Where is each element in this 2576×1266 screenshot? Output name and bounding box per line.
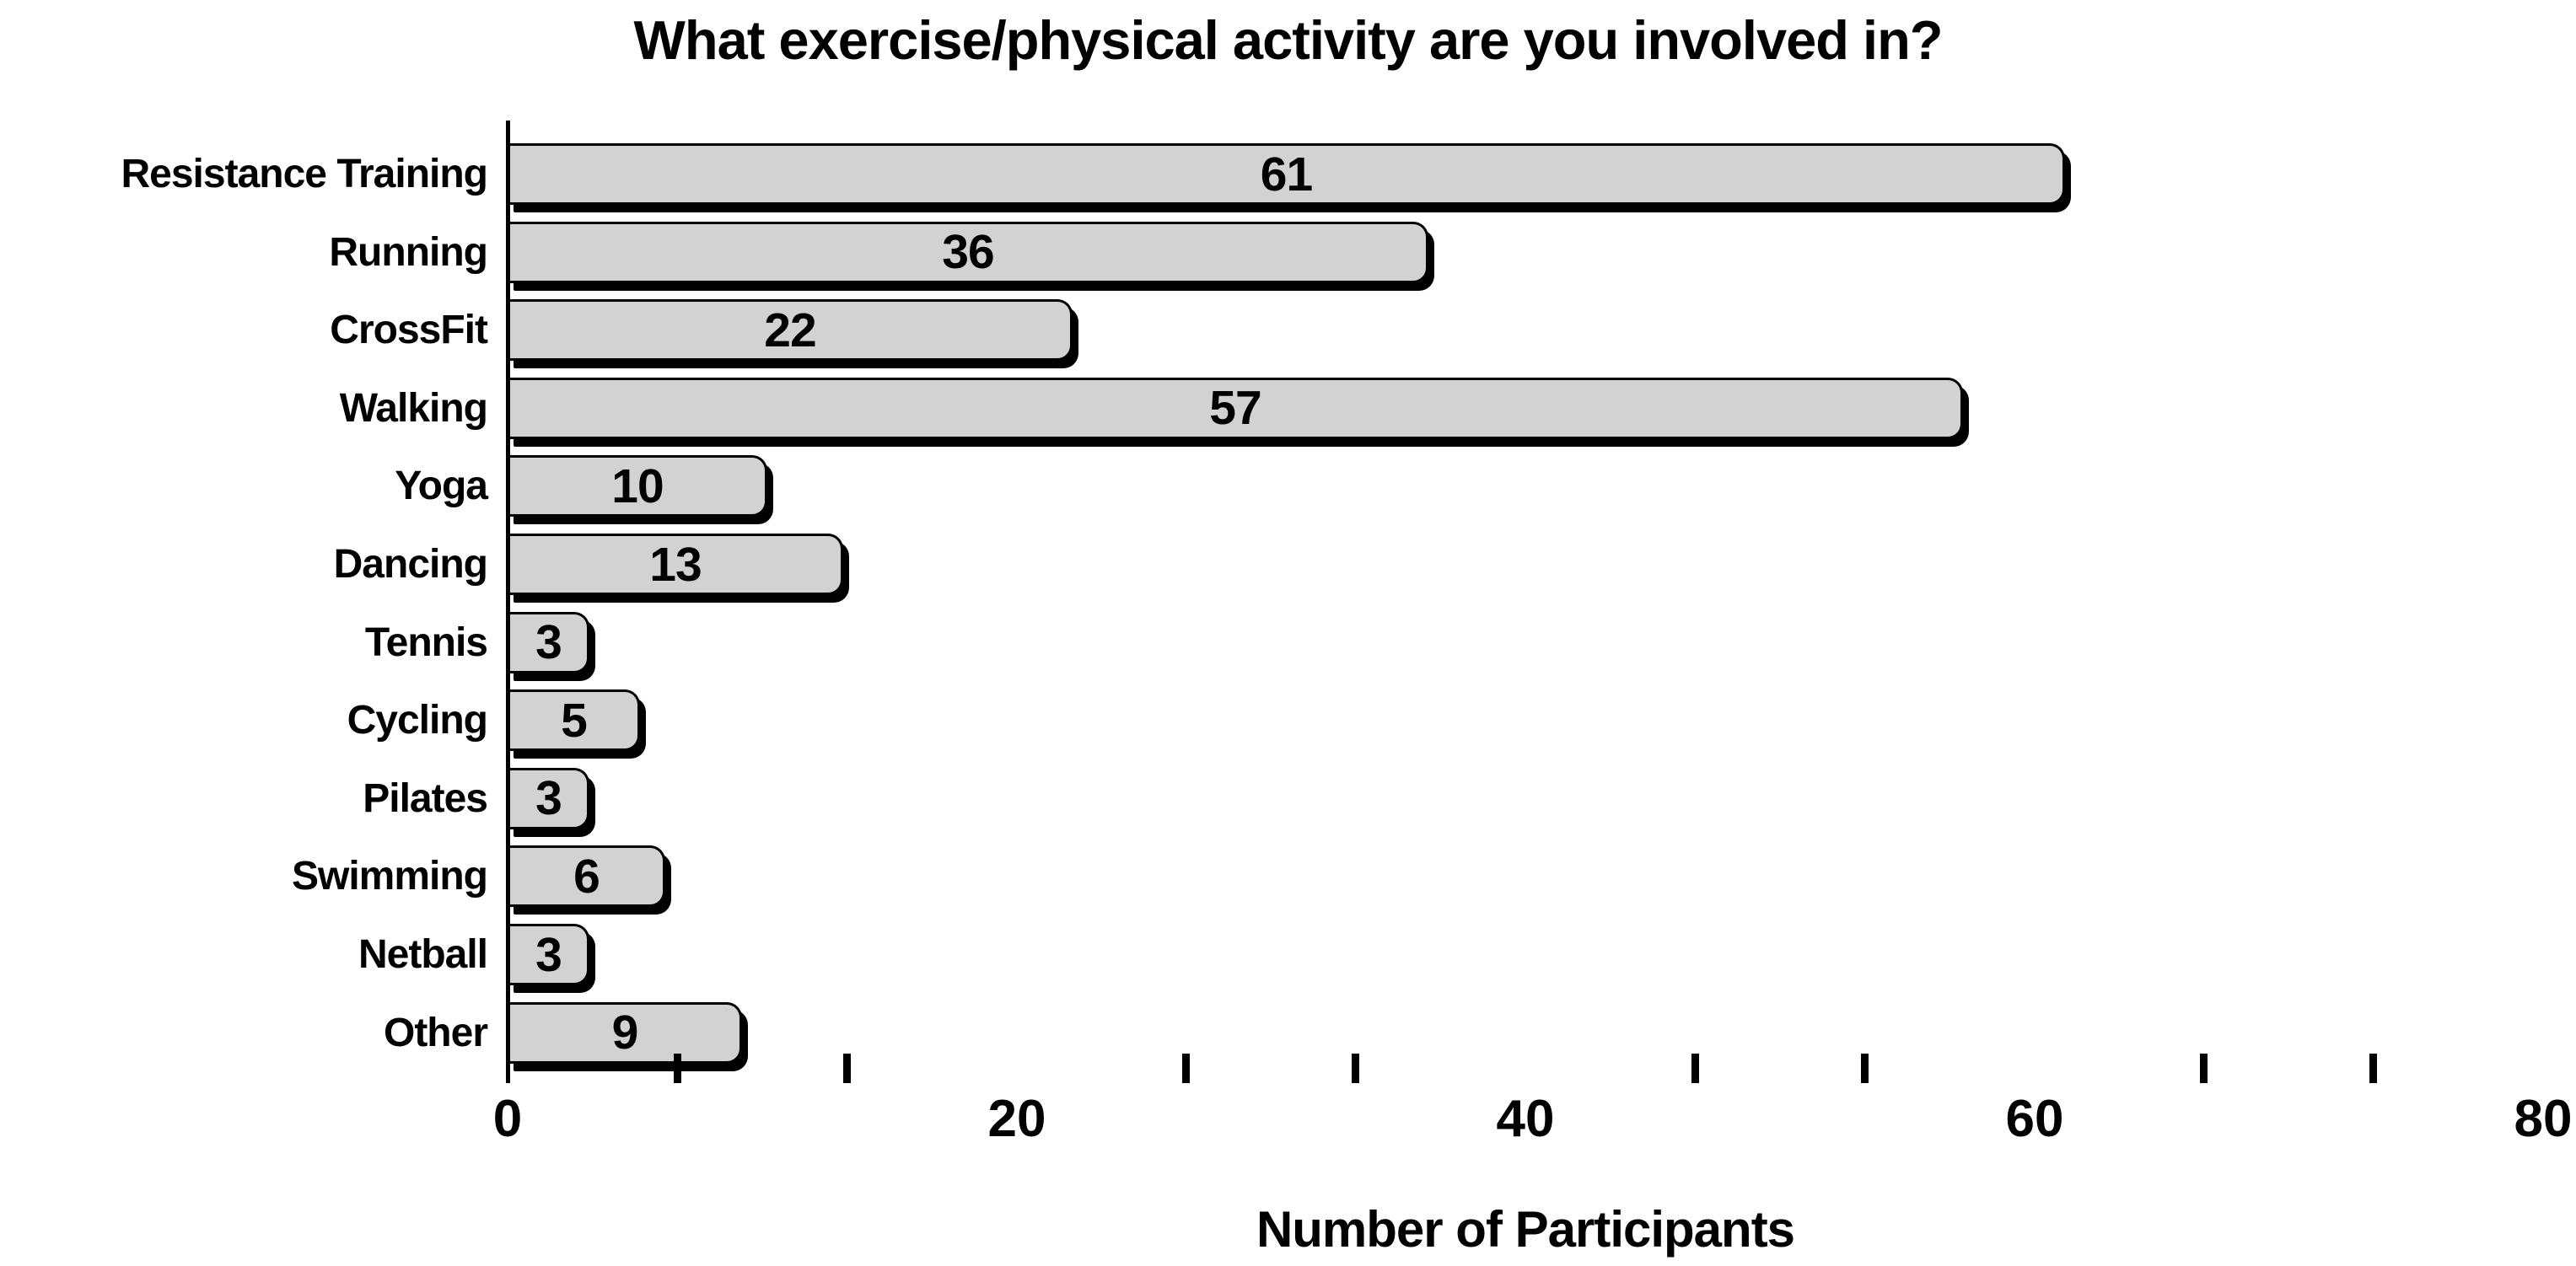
x-axis-minor-tick xyxy=(1691,1054,1699,1083)
x-axis-minor-tick xyxy=(1352,1054,1359,1083)
category-label: Netball xyxy=(358,932,488,977)
bar-value-label: 61 xyxy=(1260,147,1313,201)
x-axis-minor-tick xyxy=(843,1054,851,1083)
bar: 3 xyxy=(508,924,589,985)
category-label: Yoga xyxy=(395,464,488,509)
category-label: Dancing xyxy=(333,542,488,587)
y-axis-line xyxy=(506,121,510,1083)
bar-value-label: 3 xyxy=(535,771,562,826)
bar: 3 xyxy=(508,767,589,829)
x-axis-tick-label: 60 xyxy=(2005,1090,2064,1148)
x-axis-minor-tick xyxy=(674,1054,681,1083)
category-label: Running xyxy=(329,229,488,275)
category-label: Swimming xyxy=(291,854,488,899)
bar-value-label: 36 xyxy=(942,225,994,280)
bar: 10 xyxy=(508,455,767,518)
bar-value-label: 3 xyxy=(535,927,562,982)
x-axis-minor-tick xyxy=(1861,1054,1869,1083)
bar: 61 xyxy=(508,143,2065,205)
bar: 6 xyxy=(508,845,665,908)
bar: 22 xyxy=(508,299,1073,362)
x-axis-tick-label: 80 xyxy=(2514,1090,2573,1148)
bar-value-label: 5 xyxy=(561,693,588,748)
x-axis-minor-tick xyxy=(2369,1054,2377,1083)
bar-value-label: 22 xyxy=(764,303,816,357)
category-label: CrossFit xyxy=(330,308,488,353)
category-label: Other xyxy=(383,1010,488,1055)
bar-value-label: 57 xyxy=(1209,381,1261,436)
bar-value-label: 13 xyxy=(649,537,702,592)
chart-title: What exercise/physical activity are you … xyxy=(633,9,1944,71)
x-axis-minor-tick xyxy=(2200,1054,2208,1083)
x-axis-tick-label: 40 xyxy=(1496,1090,1555,1148)
bar: 9 xyxy=(508,1001,742,1064)
bar: 5 xyxy=(508,689,640,752)
bar: 36 xyxy=(508,221,1428,283)
bar: 13 xyxy=(508,534,843,595)
x-axis-minor-tick xyxy=(1182,1054,1190,1083)
x-axis-tick-label: 0 xyxy=(492,1090,523,1148)
category-label: Pilates xyxy=(363,775,488,821)
category-label: Tennis xyxy=(364,620,488,665)
category-label: Walking xyxy=(339,385,488,431)
bar: 3 xyxy=(508,611,589,673)
category-label: Resistance Training xyxy=(121,152,489,196)
bar-value-label: 3 xyxy=(535,615,562,670)
category-label: Cycling xyxy=(347,698,488,743)
bar: 57 xyxy=(508,377,1963,439)
bar-value-label: 6 xyxy=(573,849,600,904)
bar-value-label: 10 xyxy=(611,459,664,513)
x-axis-tick-label: 20 xyxy=(987,1090,1046,1148)
bar-value-label: 9 xyxy=(611,1006,639,1060)
x-axis-title: Number of Participants xyxy=(1256,1201,1795,1258)
